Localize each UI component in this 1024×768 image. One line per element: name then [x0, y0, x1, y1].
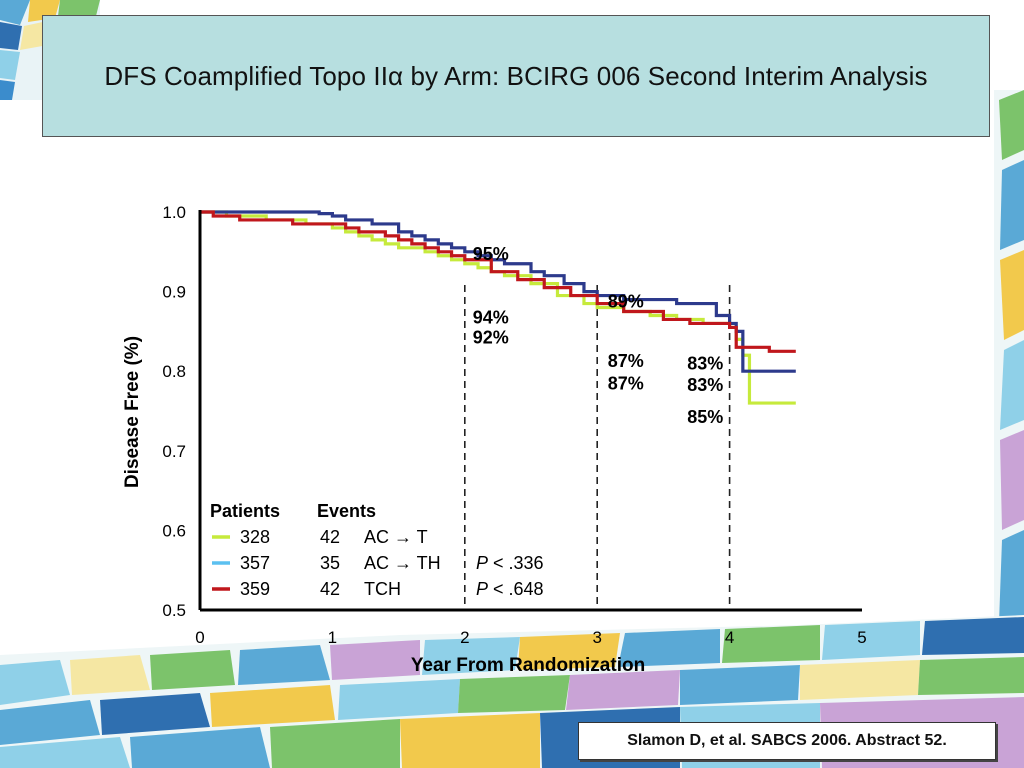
survival-annotation: 83% [687, 354, 723, 374]
legend-arm: AC → T [364, 527, 428, 547]
legend-patients: 359 [240, 579, 270, 599]
axes [198, 210, 862, 612]
series-line-2 [200, 210, 796, 373]
survival-curves [200, 210, 796, 405]
series-line-1 [200, 210, 796, 405]
citation-box: Slamon D, et al. SABCS 2006. Abstract 52… [578, 722, 996, 760]
legend-arm: AC → TH [364, 553, 441, 573]
y-tick-label: 1.0 [162, 203, 186, 222]
slide-title-box: DFS Coamplified Topo IIα by Arm: BCIRG 0… [42, 15, 990, 137]
legend-arm: TCH [364, 579, 401, 599]
legend-p-value: P < .336 [476, 553, 544, 573]
legend-events: 42 [320, 579, 340, 599]
series-line-3 [200, 210, 796, 353]
survival-annotations: 95% 94%92% 89% 87% 87% 83%83% 85% [473, 244, 724, 427]
x-tick-label: 0 [195, 628, 204, 647]
survival-annotation: 89% [608, 292, 644, 312]
y-tick-label: 0.6 [162, 521, 186, 540]
y-tick-label: 0.5 [162, 601, 186, 620]
chart-legend: Patients Events 328 42 AC → T 357 35 AC → TH P <… [210, 501, 544, 599]
timepoint-lines [463, 285, 731, 610]
y-tick-label: 0.8 [162, 362, 186, 381]
x-tick-label: 3 [592, 628, 601, 647]
tick-labels: 1.0 0.9 0.8 0.7 0.6 0.5 0 1 2 3 4 5 [162, 203, 866, 647]
y-tick-label: 0.9 [162, 283, 186, 302]
slide-title: DFS Coamplified Topo IIα by Arm: BCIRG 0… [104, 60, 928, 91]
x-axis-label: Year From Randomization [411, 655, 645, 676]
survival-annotation: 83% [687, 375, 723, 395]
survival-annotation: 95% [473, 244, 509, 264]
x-tick-label: 1 [328, 628, 337, 647]
survival-annotation: 94% [473, 307, 509, 327]
x-tick-label: 2 [460, 628, 469, 647]
survival-annotation: 87% [608, 351, 644, 371]
y-tick-label: 0.7 [162, 442, 186, 461]
legend-header-patients: Patients [210, 501, 280, 521]
survival-annotation: 85% [687, 407, 723, 427]
legend-events: 35 [320, 553, 340, 573]
survival-annotation: 87% [608, 374, 644, 394]
y-axis-label: Disease Free (%) [122, 336, 143, 488]
legend-p-value: P < .648 [476, 579, 544, 599]
x-tick-label: 4 [725, 628, 734, 647]
survival-annotation: 92% [473, 327, 509, 347]
x-tick-label: 5 [857, 628, 866, 647]
legend-patients: 357 [240, 553, 270, 573]
legend-events: 42 [320, 527, 340, 547]
citation-text: Slamon D, et al. SABCS 2006. Abstract 52… [627, 732, 947, 749]
legend-header-events: Events [317, 501, 376, 521]
legend-patients: 328 [240, 527, 270, 547]
